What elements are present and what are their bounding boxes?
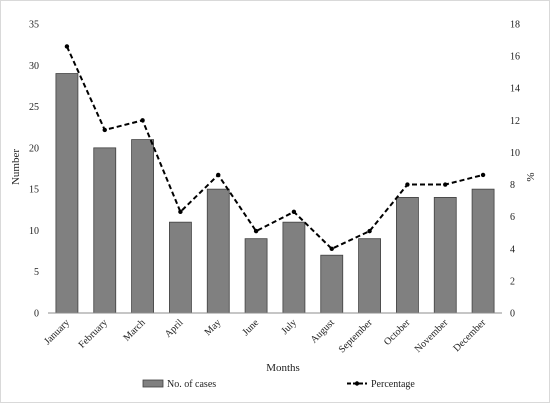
y-tick-label: 5: [34, 267, 39, 278]
percentage-point-april: [178, 209, 183, 215]
percentage-point-march: [140, 118, 145, 123]
y2-tick-label: 0: [510, 309, 515, 320]
legend-line-marker: [354, 381, 360, 386]
bars-layer: [55, 73, 495, 314]
y-tick-label: 25: [29, 102, 39, 113]
bar-april: [169, 221, 192, 314]
y2-tick-label: 12: [510, 116, 520, 127]
percentage-point-july: [291, 209, 297, 215]
bar-october: [396, 196, 419, 314]
bar-september: [358, 238, 381, 314]
x-tick-label-june: June: [240, 317, 261, 338]
y-tick-label: 30: [29, 61, 39, 72]
percentage-point-january: [64, 44, 70, 49]
x-tick-label-january: January: [42, 317, 72, 347]
y-tick-label: 35: [29, 20, 39, 31]
y2-tick-label: 8: [510, 180, 515, 191]
legend: No. of cases Percentage: [142, 379, 415, 390]
x-tick-label-november: November: [413, 317, 451, 355]
percentage-point-february: [102, 127, 107, 133]
legend-bar-label: No. of cases: [167, 379, 216, 390]
y2-tick-label: 14: [510, 84, 520, 95]
percentage-line: [66, 46, 484, 250]
x-tick-label-december: December: [451, 317, 488, 354]
bar-january: [55, 73, 79, 314]
bar-december: [471, 188, 495, 314]
bar-march: [131, 139, 154, 314]
percentage-point-september: [367, 228, 372, 234]
x-tick-label-april: April: [163, 317, 186, 340]
x-tick-label-july: July: [279, 317, 299, 337]
y2-tick-label: 18: [510, 20, 520, 31]
bar-june: [244, 238, 268, 314]
x-tick-label-march: March: [121, 317, 147, 343]
x-tick-label-february: February: [77, 317, 110, 350]
x-axis-title: Months: [266, 362, 300, 374]
bar-november: [433, 196, 457, 314]
y-tick-label: 20: [29, 143, 39, 154]
bar-july: [282, 221, 306, 314]
bar-may: [206, 188, 230, 314]
y2-tick-label: 6: [510, 212, 515, 223]
percentage-point-october: [405, 182, 410, 187]
legend-bar-swatch: [142, 379, 164, 388]
y2-axis-title: %: [525, 172, 537, 181]
x-tick-label-may: May: [203, 317, 224, 338]
y2-tick-label: 4: [510, 244, 515, 255]
line-layer: [64, 44, 486, 251]
y-tick-label: 10: [29, 226, 39, 237]
y-tick-label: 0: [34, 309, 39, 320]
y2-tick-label: 10: [510, 148, 520, 159]
percentage-point-november: [443, 182, 448, 187]
bar-august: [320, 254, 344, 314]
y2-tick-label: 2: [510, 276, 515, 287]
percentage-point-june: [253, 228, 259, 234]
legend-line-label: Percentage: [371, 379, 415, 390]
percentage-point-may: [216, 172, 221, 178]
x-tick-label-august: August: [309, 317, 337, 345]
bar-february: [93, 147, 117, 314]
y2-tick-label: 16: [510, 52, 520, 63]
y-tick-label: 15: [29, 185, 39, 196]
y-axis-title: Number: [10, 149, 22, 185]
percentage-point-december: [480, 172, 486, 178]
percentage-point-august: [329, 246, 334, 251]
x-tick-label-october: October: [382, 317, 413, 348]
x-tick-label-september: September: [337, 317, 375, 355]
